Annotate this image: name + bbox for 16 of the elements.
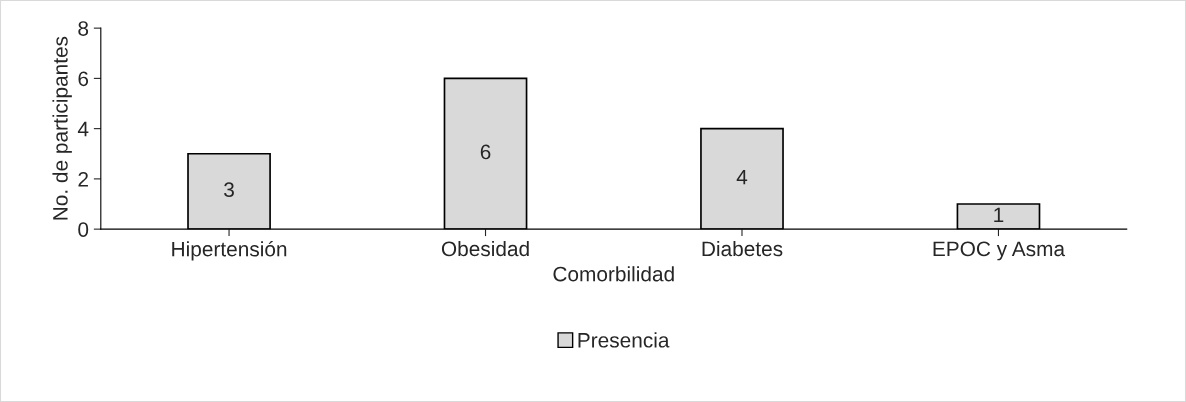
y-tick-label: 0 [78, 222, 89, 237]
data-label: 4 [736, 169, 748, 185]
x-tick-label: EPOC y Asma [933, 241, 1066, 261]
y-tick-label: 6 [78, 71, 89, 87]
x-tick-label: Hipertensión [172, 240, 287, 261]
y-axis-title: No. de participantes [52, 36, 72, 220]
legend-label: Presencia [578, 332, 670, 348]
x-axis-title: Comorbilidad [553, 266, 674, 282]
x-tick-label: Diabetes [702, 240, 783, 257]
y-tick-label: 4 [77, 121, 89, 137]
data-label: 1 [994, 207, 1004, 222]
y-tick-label: 2 [78, 171, 88, 187]
y-tick-label: 8 [78, 21, 89, 36]
x-tick-label: Obesidad [441, 240, 529, 257]
data-label: 6 [480, 144, 491, 160]
data-label: 3 [224, 182, 234, 198]
